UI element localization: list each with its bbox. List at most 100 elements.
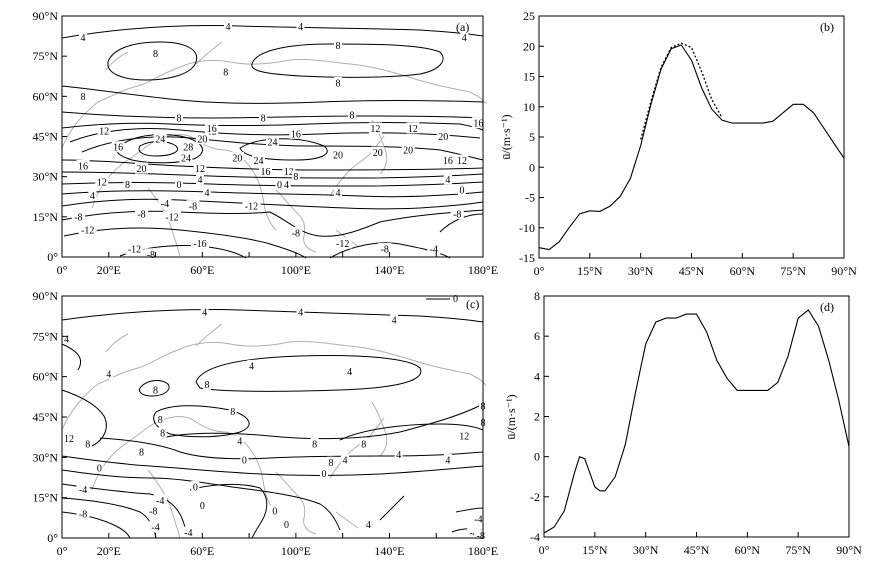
y-tick-label: 8 — [534, 289, 540, 303]
contour-label-bg — [205, 122, 219, 134]
contour-label: 0 — [200, 501, 205, 512]
series-line-dotted — [640, 42, 723, 140]
contour-label: -8 — [189, 202, 197, 213]
contour-label-bg — [289, 127, 303, 139]
contour-label-bg — [190, 237, 209, 249]
contour-label-bg — [406, 122, 420, 134]
contour-label: 20 — [438, 132, 448, 143]
x-tick-label: 60°N — [735, 543, 761, 557]
contour-label: 4 — [202, 308, 207, 319]
x-tick-label: 30°N — [628, 264, 654, 278]
contour-label: 0 — [272, 507, 277, 518]
contour-label-bg — [394, 448, 403, 460]
y-tick-label: 20 — [523, 39, 535, 53]
contour-label: 4 — [462, 33, 467, 44]
contour-label-bg — [474, 529, 488, 541]
x-tick-label: 60°E — [190, 263, 214, 277]
panel-tag: (d) — [820, 300, 834, 314]
x-tick-label: 75°N — [780, 264, 806, 278]
contour-label: 4 — [347, 367, 352, 378]
contour-label-bg — [436, 130, 450, 142]
y-tick-label: 90°N — [33, 289, 59, 303]
contour-label: 4 — [343, 456, 348, 467]
contour-label-bg — [228, 405, 237, 417]
x-tick-label: 15°N — [577, 264, 603, 278]
contour-label-bg — [296, 306, 305, 318]
contour-label-bg — [251, 154, 265, 166]
x-tick-label: 0° — [534, 264, 545, 278]
contour-label-bg — [460, 31, 469, 43]
contour-label-bg — [62, 432, 76, 444]
contour-label-bg — [467, 526, 481, 538]
contour-label: 24 — [155, 135, 165, 146]
contour-label: 8 — [335, 41, 340, 52]
contour-label-bg — [401, 143, 415, 155]
contour-label-bg — [296, 20, 305, 32]
contour-label-bg — [258, 165, 272, 177]
contour-label: -8 — [292, 228, 300, 239]
y-tick-label: -4 — [530, 530, 540, 544]
contour-label-bg — [151, 384, 160, 396]
panel-tag: (c) — [466, 297, 479, 311]
y-tick-label: 2 — [534, 410, 540, 424]
contour-label-bg — [79, 90, 88, 102]
contour-label-bg — [266, 135, 279, 147]
series — [538, 42, 845, 251]
x-tick-label: 100°E — [281, 263, 311, 277]
y-tick-label: -15 — [519, 251, 535, 265]
panel-b-line-chart: 0° 15°N 30°N 45°N 60°N 75°N 90°N -15 -10 -5 0 5 10 1… — [499, 9, 857, 278]
contour-label-bg — [174, 111, 183, 123]
contour-label: -4 — [184, 528, 192, 539]
contour-label: 8 — [153, 49, 158, 60]
contour-label-bg — [95, 176, 109, 188]
contour-label-bg — [331, 149, 345, 161]
contour-label-bg — [193, 162, 207, 174]
contour-labels: 4444888888881212121216161616202024242824… — [71, 20, 485, 261]
contour-label: -12 — [165, 212, 178, 223]
contour-label-bg — [282, 165, 296, 177]
contour-label: 0 — [459, 186, 464, 197]
contour-label: -12 — [128, 244, 141, 255]
contour-label: -4 — [430, 244, 438, 255]
contour-label: 12 — [457, 156, 467, 167]
contour-label-bg — [62, 333, 71, 345]
contour-label-bg — [275, 178, 284, 190]
x-tick-label: 45°N — [679, 264, 705, 278]
contour-label: 0 — [277, 180, 282, 191]
contour-label-bg — [371, 146, 385, 158]
x-tick-label: 0° — [539, 543, 550, 557]
y-tick-label: 6 — [534, 329, 540, 343]
contour-label: 4 — [298, 308, 303, 319]
contour-label: 4 — [366, 520, 371, 531]
y-tick-label: 15 — [523, 70, 535, 84]
contour-label-bg — [364, 518, 373, 530]
contour-label: 8 — [335, 78, 340, 89]
x-tick-label: 180°E — [468, 544, 498, 558]
contour-label: -4 — [151, 523, 159, 534]
contour-label: 4 — [90, 191, 95, 202]
x-tick-label: 30°N — [633, 543, 659, 557]
contour-label-bg — [282, 178, 291, 190]
contour-label-bg — [186, 200, 200, 212]
x-axis: 0° 15°N 30°N 45°N 60°N 75°N 90°N — [539, 532, 862, 557]
x-tick-label: 20°E — [97, 544, 121, 558]
contour-label: 24 — [253, 156, 263, 167]
contour-label: 12 — [370, 124, 380, 135]
contour-label: -4 — [474, 515, 482, 526]
contour-label: -8 — [147, 250, 155, 261]
contour-label: 8 — [350, 111, 355, 122]
x-tick-label: 15°N — [582, 543, 608, 557]
contour-label: 20 — [403, 145, 413, 156]
x-tick-label: 60°N — [730, 264, 756, 278]
contour-label: -16 — [193, 239, 206, 250]
y-tick-label: 10 — [523, 100, 535, 114]
contour-label-bg — [200, 306, 209, 318]
contour-label: 12 — [64, 434, 74, 445]
contour-label-bg — [146, 505, 160, 517]
contour-label-bg — [310, 437, 319, 449]
x-tick-label: 140°E — [374, 263, 404, 277]
y-tick-label: 30°N — [33, 170, 59, 184]
axis-frame — [543, 295, 850, 538]
x-tick-label: 0° — [57, 544, 68, 558]
